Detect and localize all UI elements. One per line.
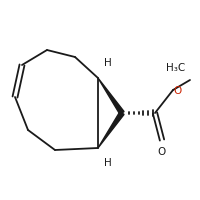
Text: H: H	[104, 158, 112, 168]
Text: O: O	[174, 86, 182, 96]
Text: H₃C: H₃C	[166, 63, 185, 73]
Text: H: H	[104, 58, 112, 68]
Text: O: O	[158, 147, 166, 157]
Polygon shape	[98, 78, 124, 114]
Polygon shape	[98, 112, 124, 148]
